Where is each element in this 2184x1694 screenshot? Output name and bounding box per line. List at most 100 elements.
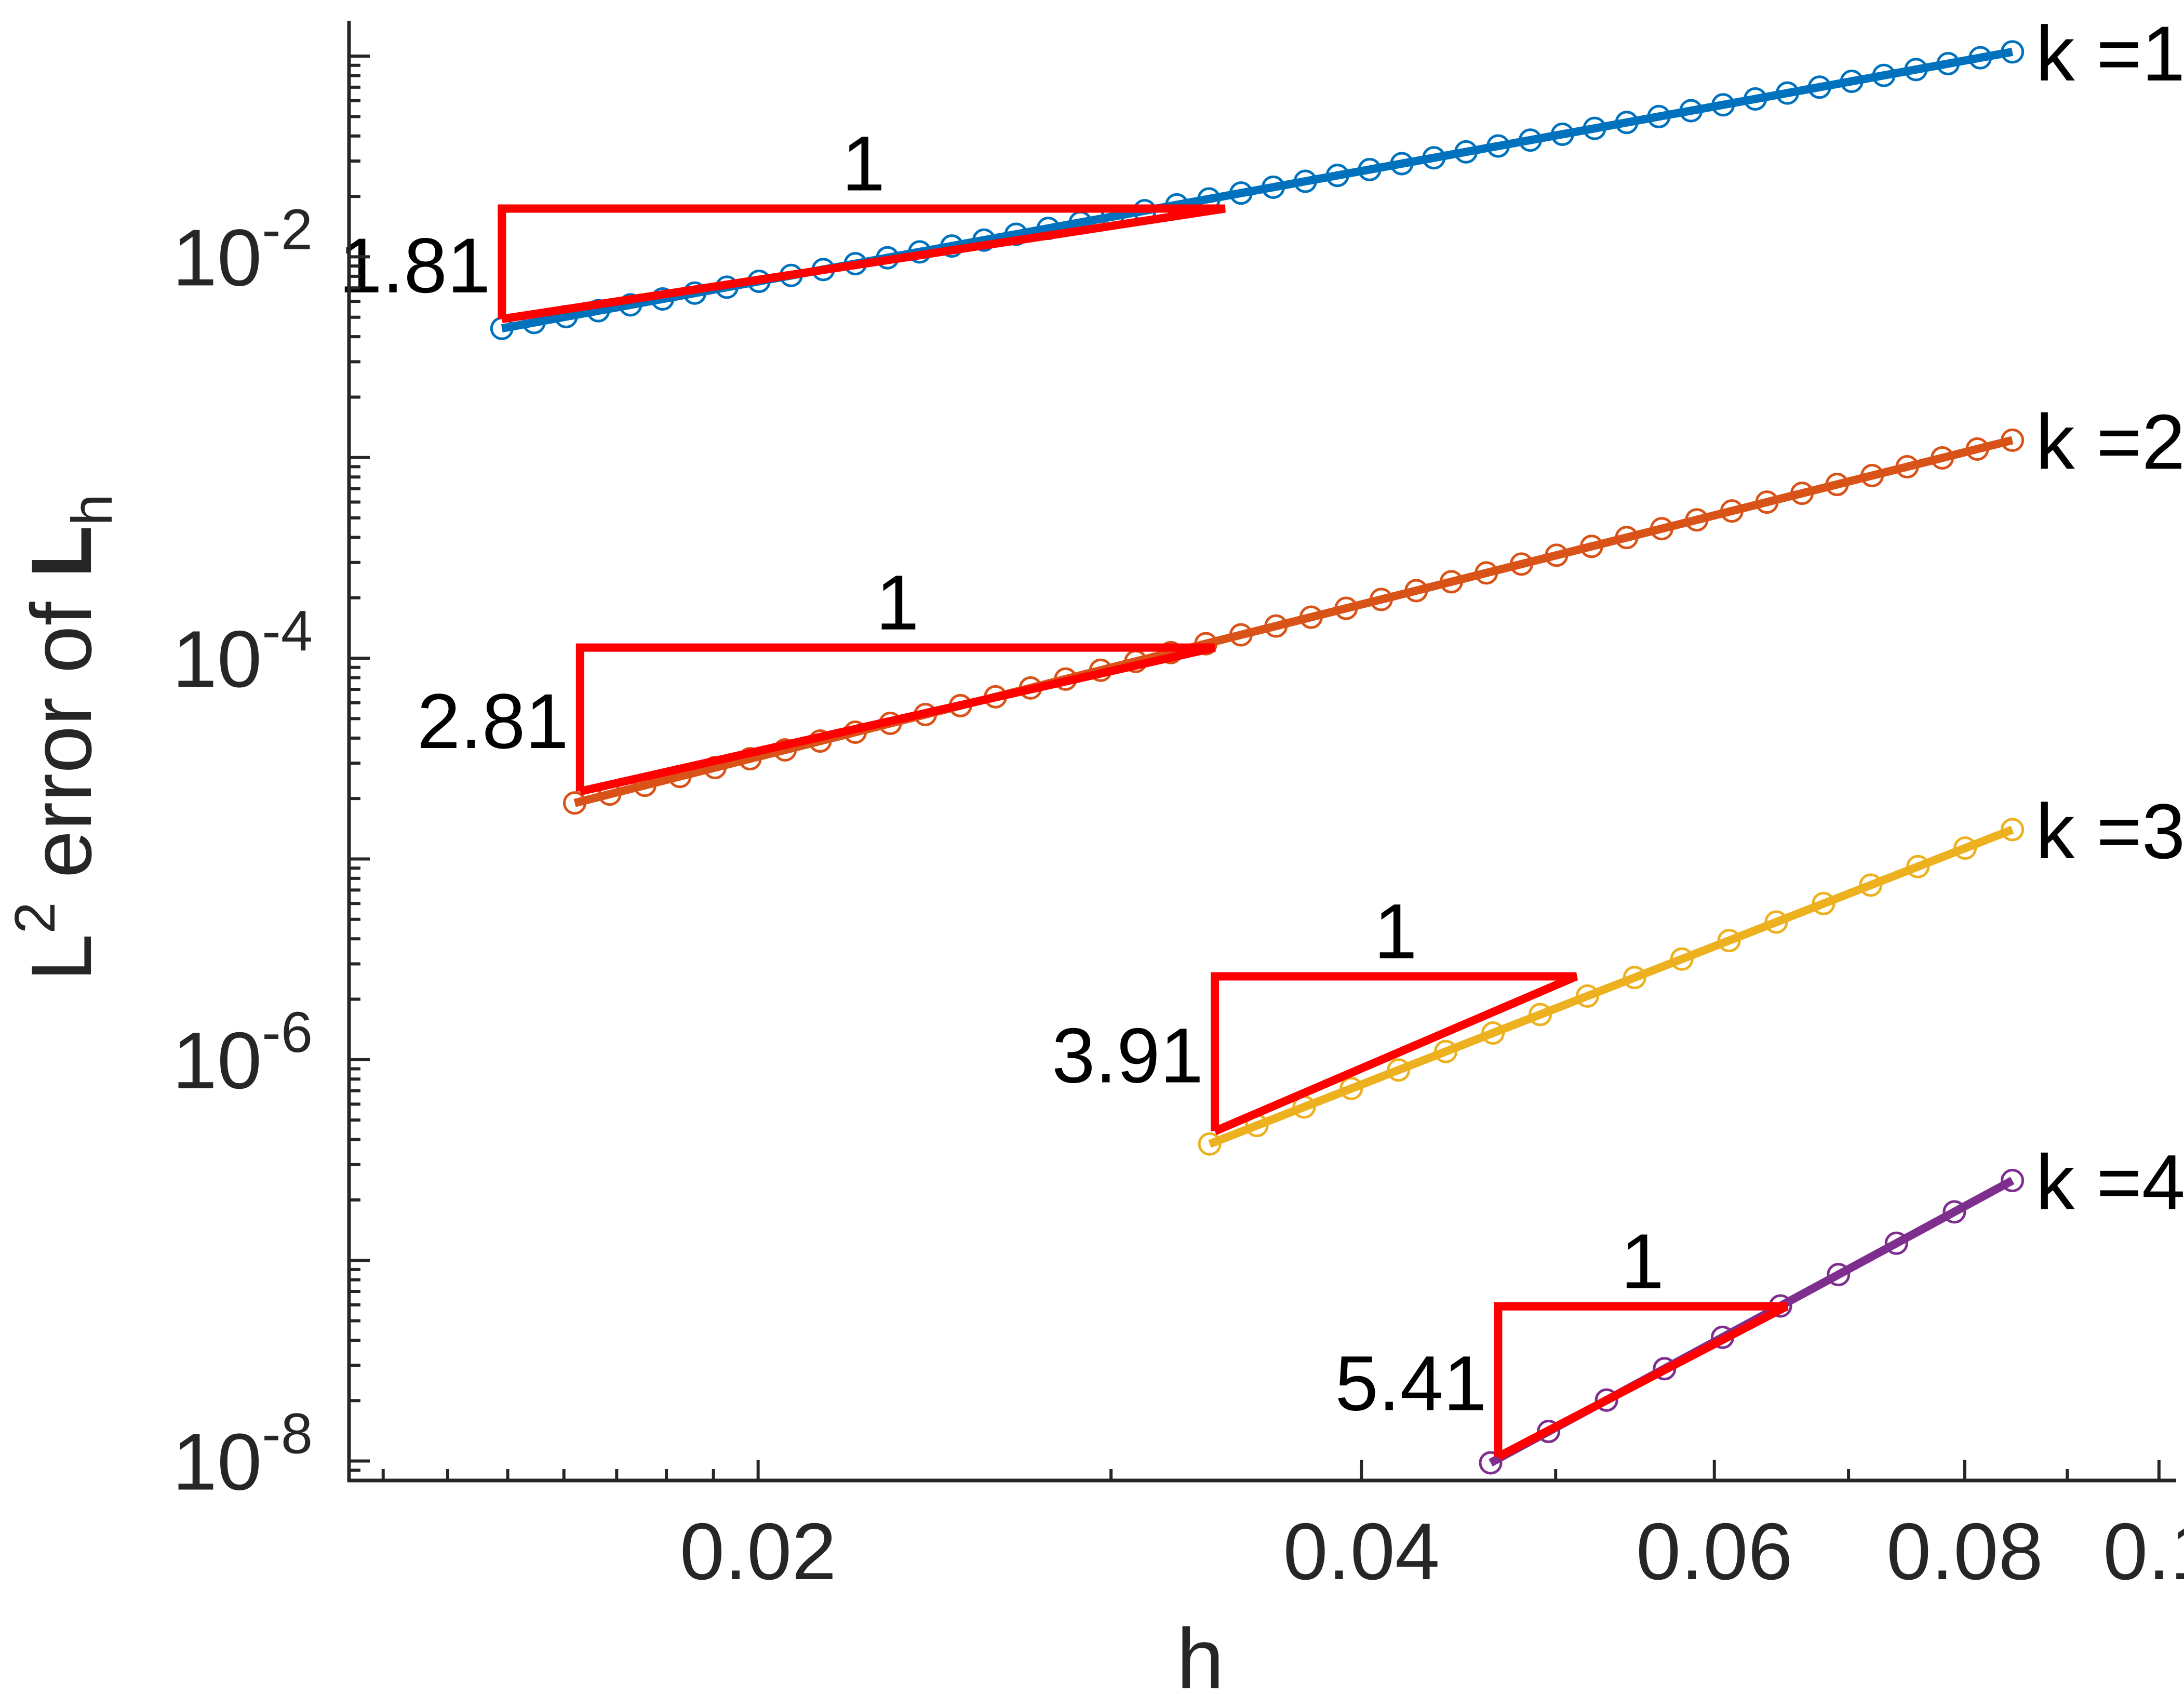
y-tick-label-base: 10 [172, 212, 262, 302]
data-point [2001, 1168, 2025, 1192]
data-point [1261, 175, 1285, 199]
data-point [1198, 1132, 1222, 1156]
series-label: k =4 [2036, 1138, 2184, 1225]
y-tick-label: 10-2 [172, 197, 313, 302]
data-point [2001, 428, 2025, 452]
slope-run-label: 1 [1374, 888, 1417, 975]
data-point [1827, 1263, 1851, 1287]
data-point [1509, 552, 1533, 576]
data-point [1647, 104, 1671, 128]
x-tick-label: 0.1 [2103, 1506, 2184, 1596]
data-point [1775, 81, 1799, 105]
y-tick-label-base: 10 [172, 1417, 262, 1507]
y-tick-label-exponent: -2 [262, 197, 313, 261]
series-label: k =1 [2036, 10, 2184, 97]
data-point [1717, 929, 1741, 953]
slope-rise-label: 1.81 [339, 222, 490, 309]
data-point [1481, 1021, 1505, 1045]
data-point [1518, 128, 1542, 152]
data-point [1387, 1058, 1411, 1082]
y-axis-label-sub: h [60, 494, 124, 526]
y-axis-label-bold: L [14, 526, 109, 578]
data-point [1936, 51, 1960, 75]
series-3: k =3 [1198, 788, 2184, 1156]
y-tick-label-base: 10 [172, 614, 262, 704]
axes: 0.020.040.060.080.110-210-410-610-8 [172, 21, 2184, 1596]
y-tick-label-base: 10 [172, 1016, 262, 1105]
data-point [1579, 535, 1603, 558]
data-point [1965, 437, 1989, 461]
slope-triangle [575, 643, 1216, 796]
series-1: k =1 [490, 10, 2184, 340]
data-point [563, 791, 587, 815]
series-line [573, 436, 2014, 807]
data-point [1755, 490, 1779, 514]
series-label: k =2 [2036, 398, 2184, 485]
axis-ticks [349, 55, 2161, 1482]
data-point [1872, 63, 1896, 87]
data-point [1884, 1231, 1908, 1255]
y-axis-label: L2 error of Lh [3, 494, 124, 981]
slope-triangle-3: 13.91 [1052, 888, 1578, 1135]
data-point [1550, 122, 1574, 146]
data-point [1859, 873, 1883, 897]
data-point [1744, 87, 1767, 111]
data-point [1229, 181, 1253, 205]
slope-triangle-2: 12.81 [417, 559, 1216, 796]
y-tick-label: 10-4 [172, 599, 313, 704]
data-point [1528, 1003, 1552, 1026]
data-point [1229, 623, 1253, 647]
data-point [1807, 75, 1831, 99]
data-point [1790, 482, 1814, 505]
data-point [1812, 891, 1835, 915]
data-point [2001, 818, 2025, 842]
data-point [1299, 605, 1323, 629]
slope-triangle-1: 11.81 [339, 119, 1226, 323]
data-point [1583, 116, 1606, 140]
data-point [1404, 579, 1428, 603]
slope-run-label: 1 [1620, 1218, 1664, 1305]
data-point [1685, 508, 1709, 532]
y-tick-label-exponent: -6 [262, 1001, 313, 1064]
x-tick-label: 0.08 [1886, 1506, 2043, 1596]
slope-run-label: 1 [842, 119, 885, 207]
x-tick-label: 0.04 [1283, 1506, 1440, 1596]
data-point [1670, 947, 1694, 971]
data-point [1942, 1200, 1966, 1224]
data-point [1904, 58, 1928, 82]
data-point [1595, 1388, 1618, 1412]
slope-rise-label: 3.91 [1052, 1012, 1203, 1099]
data-point [1264, 614, 1288, 638]
data-point [1454, 140, 1478, 164]
data-point [1575, 984, 1599, 1008]
data-point [1968, 46, 1992, 70]
data-point [1615, 111, 1639, 135]
data-point [1931, 446, 1954, 470]
data-point [1650, 517, 1673, 541]
data-point [1434, 1039, 1458, 1063]
data-point [1390, 152, 1414, 176]
data-point [1334, 596, 1358, 620]
slope-rise-label: 2.81 [417, 677, 569, 765]
data-point [1953, 836, 1977, 860]
data-point [1895, 455, 1919, 478]
data-point [1764, 910, 1788, 934]
tick-labels: 0.020.040.060.080.110-210-410-610-8 [172, 197, 2184, 1596]
data-point [1906, 855, 1930, 878]
data-point [1615, 526, 1639, 550]
data-point [1479, 1451, 1503, 1475]
data-point [1486, 134, 1510, 158]
y-axis-label-middle: error of [14, 578, 109, 902]
y-axis-label-sup: 2 [3, 902, 67, 933]
y-tick-label: 10-8 [172, 1402, 313, 1507]
slope-triangle [1211, 972, 1578, 1135]
x-tick-label: 0.06 [1636, 1506, 1793, 1596]
data-point [1623, 966, 1646, 990]
x-axis-label: h [1176, 1611, 1224, 1694]
y-tick-label-exponent: -4 [262, 599, 313, 663]
data-point [1422, 146, 1446, 170]
data-point [1711, 93, 1735, 117]
